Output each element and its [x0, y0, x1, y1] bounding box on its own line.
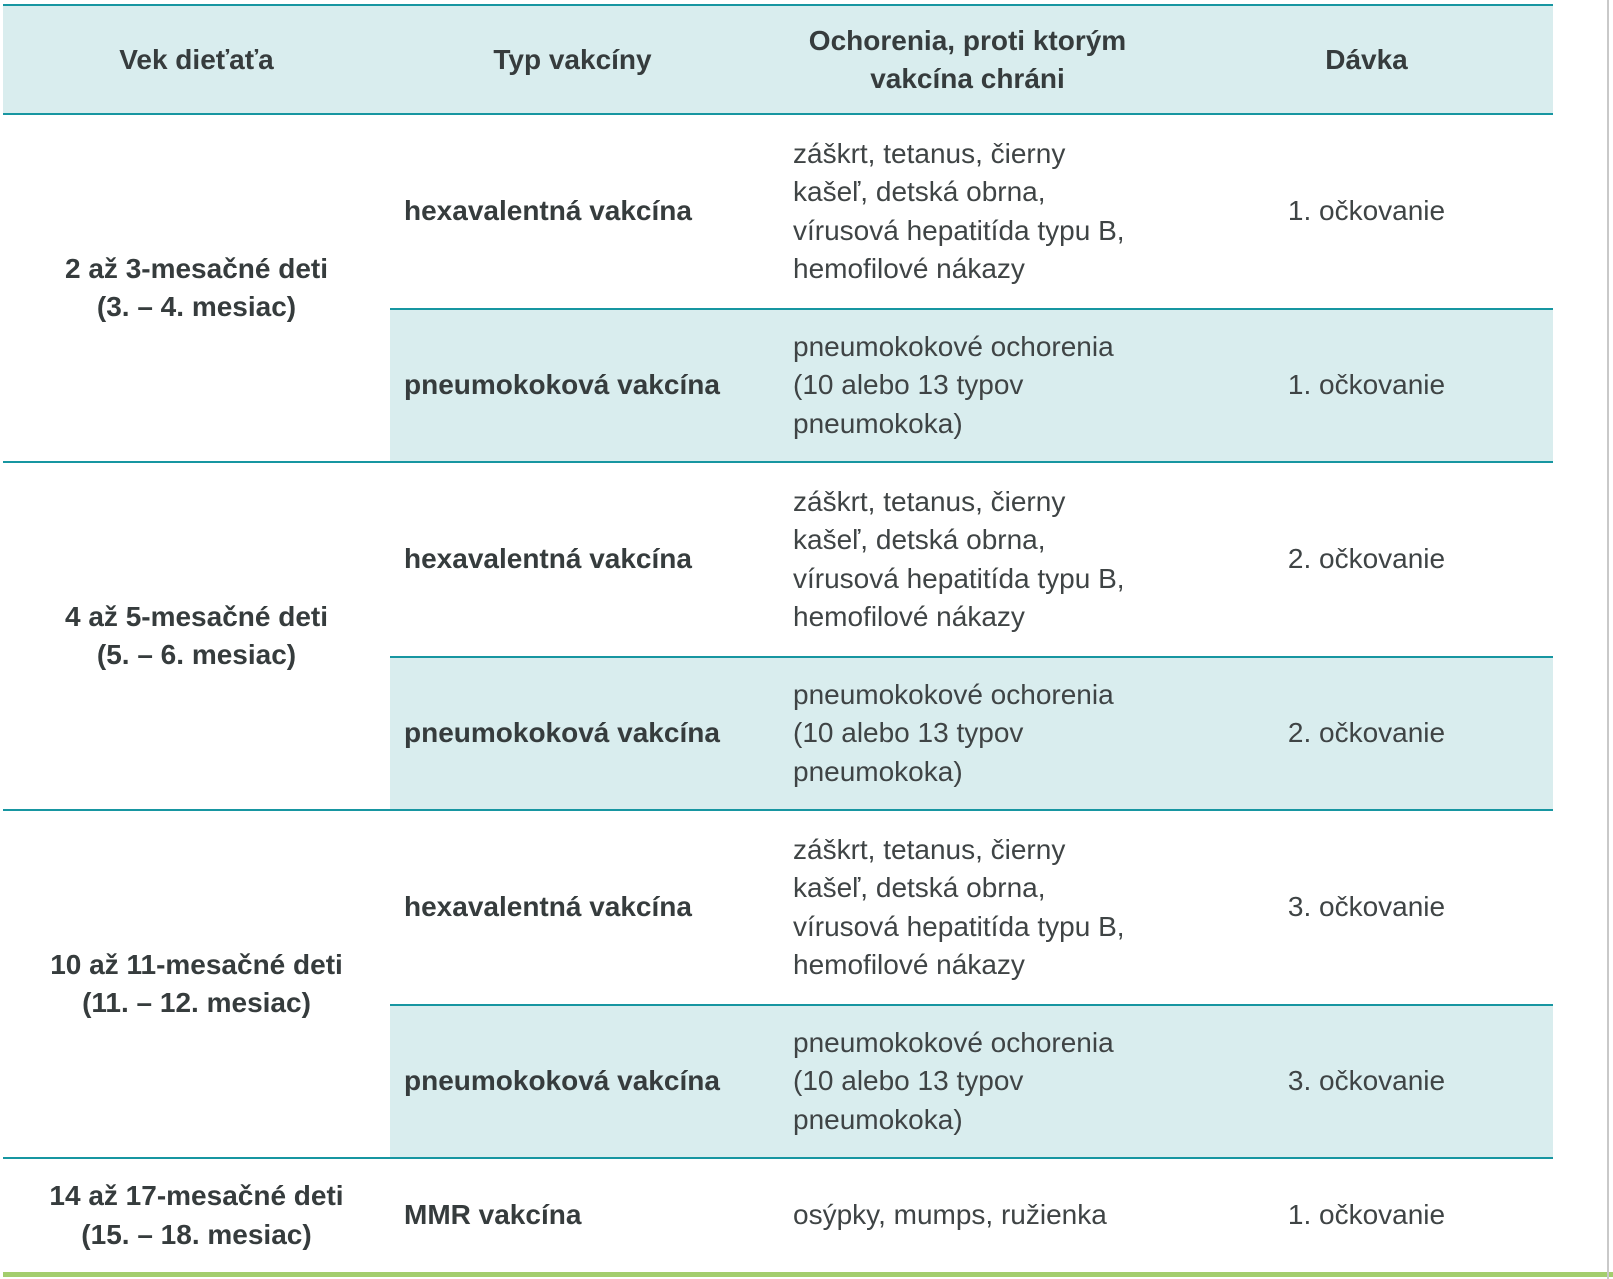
table-row: pneumokoková vakcína pneumokokové ochore…: [390, 1004, 1553, 1157]
age-group-row: 4 až 5-mesačné deti (5. – 6. mesiac) hex…: [3, 463, 1553, 811]
vaccine-cell: hexavalentná vakcína: [404, 195, 692, 227]
table-row: MMR vakcína osýpky, mumps, ružienka 1. o…: [390, 1159, 1553, 1272]
diseases-cell: záškrt, tetanus, čierny kašeľ, detská ob…: [793, 137, 1125, 285]
table-row: pneumokoková vakcína pneumokokové ochore…: [390, 308, 1553, 461]
page: Vek dieťaťa Typ vakcíny Ochorenia, proti…: [3, 4, 1613, 1277]
age-cell: 4 až 5-mesačné deti (5. – 6. mesiac): [64, 600, 329, 671]
diseases-cell: pneumokokové ochorenia (10 alebo 13 typo…: [793, 330, 1114, 439]
vaccine-cell: pneumokoková vakcína: [404, 717, 720, 749]
dose-cell: 1. očkovanie: [1287, 369, 1446, 401]
diseases-cell: záškrt, tetanus, čierny kašeľ, detská ob…: [793, 485, 1125, 633]
table-row: hexavalentná vakcína záškrt, tetanus, či…: [390, 463, 1553, 656]
vaccine-cell: hexavalentná vakcína: [404, 543, 692, 575]
vaccine-cell: pneumokoková vakcína: [404, 369, 720, 401]
age-group-row: 14 až 17-mesačné deti (15. – 18. mesiac)…: [3, 1159, 1553, 1272]
vaccine-cell: MMR vakcína: [404, 1199, 582, 1231]
table-row: hexavalentná vakcína záškrt, tetanus, či…: [390, 811, 1553, 1004]
table-header-row: Vek dieťaťa Typ vakcíny Ochorenia, proti…: [3, 4, 1553, 115]
vaccination-schedule-table: Vek dieťaťa Typ vakcíny Ochorenia, proti…: [3, 4, 1553, 1272]
column-header-diseases: Ochorenia, proti ktorým vakcína chráni: [808, 24, 1127, 94]
diseases-cell: pneumokokové ochorenia (10 alebo 13 typo…: [793, 678, 1114, 787]
diseases-cell: pneumokokové ochorenia (10 alebo 13 typo…: [793, 1026, 1114, 1135]
diseases-cell: záškrt, tetanus, čierny kašeľ, detská ob…: [793, 833, 1125, 981]
page-edge-divider: [1607, 0, 1609, 1279]
age-cell: 14 až 17-mesačné deti (15. – 18. mesiac): [49, 1180, 344, 1250]
vaccine-cell: hexavalentná vakcína: [404, 891, 692, 923]
column-header-dose: Dávka: [1325, 43, 1408, 75]
age-cell: 2 až 3-mesačné deti (3. – 4. mesiac): [64, 252, 329, 323]
dose-cell: 3. očkovanie: [1287, 1065, 1446, 1097]
dose-cell: 1. očkovanie: [1287, 195, 1446, 227]
age-group-row: 10 až 11-mesačné deti (11. – 12. mesiac)…: [3, 811, 1553, 1159]
age-group-row: 2 až 3-mesačné deti (3. – 4. mesiac) hex…: [3, 115, 1553, 463]
column-header-vaccine-type: Typ vakcíny: [493, 43, 652, 75]
table-row: hexavalentná vakcína záškrt, tetanus, či…: [390, 115, 1553, 308]
diseases-cell: osýpky, mumps, ružienka: [793, 1199, 1107, 1231]
dose-cell: 2. očkovanie: [1287, 717, 1446, 749]
dose-cell: 3. očkovanie: [1287, 891, 1446, 923]
dose-cell: 2. očkovanie: [1287, 543, 1446, 575]
table-row: pneumokoková vakcína pneumokokové ochore…: [390, 656, 1553, 809]
column-header-age: Vek dieťaťa: [119, 43, 274, 75]
vaccine-cell: pneumokoková vakcína: [404, 1065, 720, 1097]
dose-cell: 1. očkovanie: [1287, 1199, 1446, 1231]
bottom-divider: [3, 1272, 1613, 1277]
age-cell: 10 až 11-mesačné deti (11. – 12. mesiac): [50, 948, 343, 1019]
